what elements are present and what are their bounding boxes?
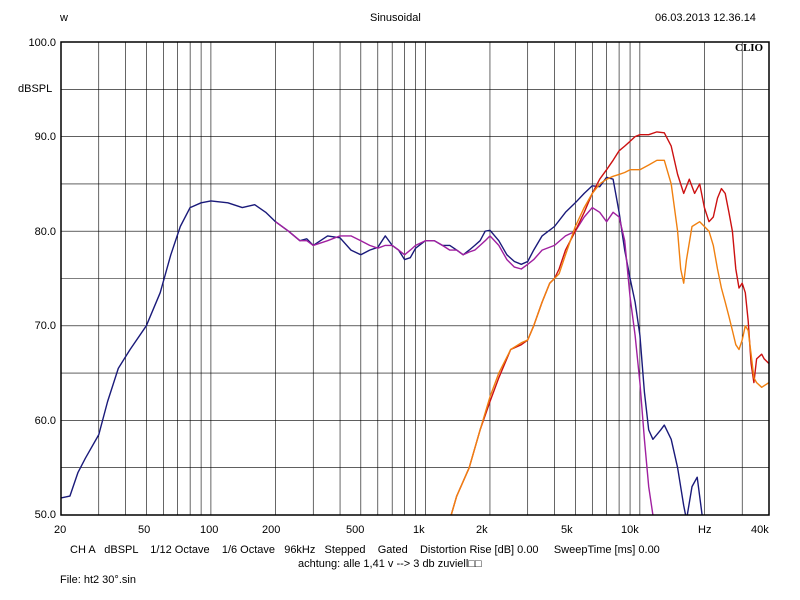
y-tick-label: 90.0 <box>34 131 56 143</box>
x-tick-label: 100 <box>200 524 219 536</box>
y-tick-label: 50.0 <box>34 509 56 521</box>
y-tick-label: 100.0 <box>28 37 56 49</box>
header-left-text: w <box>60 12 68 24</box>
grid <box>61 42 769 515</box>
series-line-1 <box>61 176 703 515</box>
series-line-2 <box>275 206 654 515</box>
x-tick-label: 10k <box>621 524 639 536</box>
x-tick-label: 2k <box>476 524 488 536</box>
plot-frame <box>60 41 770 516</box>
file-name: File: ht2 30°.sin <box>60 574 136 586</box>
x-tick-label: 1k <box>413 524 425 536</box>
y-tick-label: 70.0 <box>34 320 56 332</box>
clio-logo: CLIO <box>735 42 764 54</box>
x-tick-label: 40k <box>751 524 769 536</box>
series-group <box>61 131 769 515</box>
x-tick-label: 5k <box>561 524 573 536</box>
x-tick-label: 20 <box>54 524 67 536</box>
measurement-settings: CH A dBSPL 1/12 Octave 1/6 Octave 96kHz … <box>70 544 660 556</box>
note-text: achtung: alle 1,41 v --> 3 db zuviell□□ <box>298 558 482 570</box>
x-tick-label: 200 <box>262 524 281 536</box>
y-tick-label: 60.0 <box>34 415 56 427</box>
x-tick-label: 50 <box>138 524 151 536</box>
y-tick-label: 80.0 <box>34 226 56 238</box>
x-unit-label: Hz <box>698 524 712 536</box>
chart-title: Sinusoidal <box>370 12 421 24</box>
timestamp: 06.03.2013 12.36.14 <box>655 12 756 24</box>
x-tick-label: 500 <box>346 524 365 536</box>
y-axis-label: dBSPL <box>18 83 53 95</box>
series-line-4 <box>450 159 769 515</box>
